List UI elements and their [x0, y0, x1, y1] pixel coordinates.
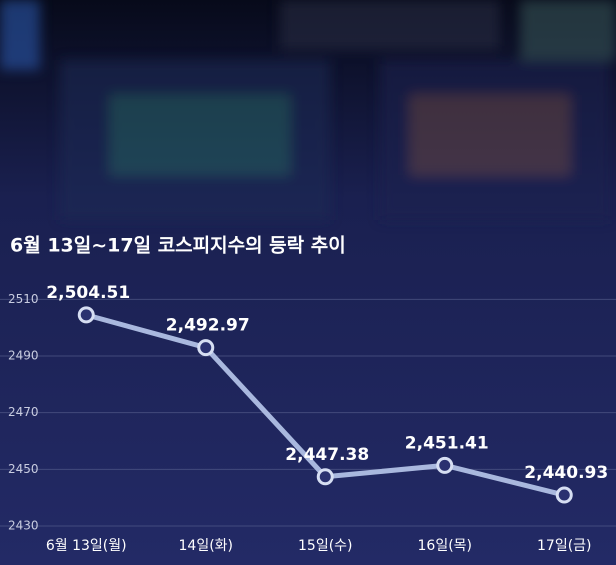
y-tick-label: 2470: [8, 405, 39, 419]
data-label: 2,440.93: [524, 463, 608, 483]
background-photo: [0, 0, 616, 220]
chart-title: 6월 13일~17일 코스피지수의 등락 추이: [10, 235, 346, 257]
x-tick-label: 17일(금): [537, 538, 592, 554]
marker: [77, 306, 95, 324]
y-tick-label: 2510: [8, 292, 39, 306]
data-label: 2,504.51: [46, 283, 130, 303]
x-tick-label: 14일(화): [179, 538, 234, 554]
data-label: 2,492.97: [166, 316, 250, 336]
data-label: 2,451.41: [405, 433, 489, 453]
y-tick-label: 2430: [8, 519, 39, 533]
y-tick-label: 2450: [8, 462, 39, 476]
marker: [555, 486, 573, 504]
x-tick-label: 16일(목): [418, 538, 473, 554]
data-label: 2,447.38: [285, 445, 369, 465]
y-tick-label: 2490: [8, 349, 39, 363]
x-tick-label: 15일(수): [298, 538, 353, 554]
marker: [197, 339, 215, 357]
marker: [436, 456, 454, 474]
x-tick-label: 6월 13일(월): [46, 538, 127, 554]
marker: [316, 468, 334, 486]
